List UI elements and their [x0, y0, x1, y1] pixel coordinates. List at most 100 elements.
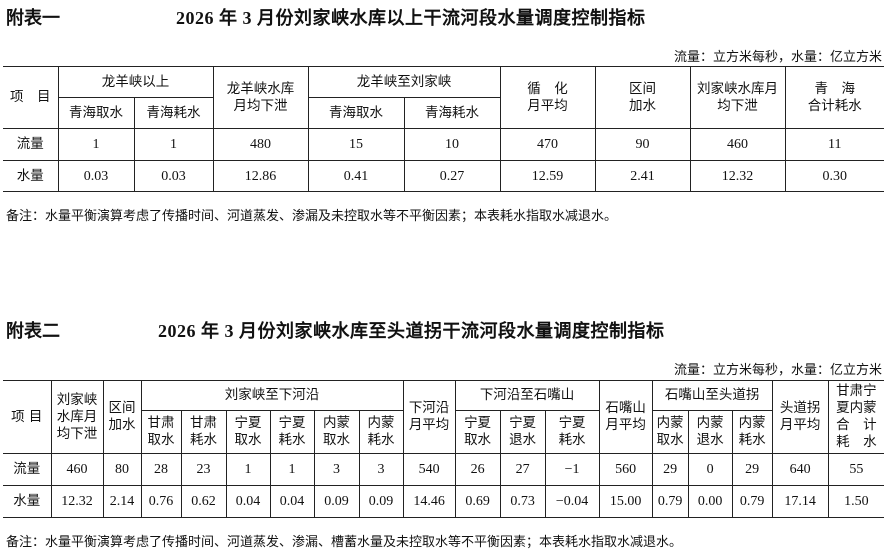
table-cell: 1	[133, 128, 214, 161]
sub-header: 甘肃 耗水	[180, 410, 227, 454]
table-cell: 28	[140, 453, 182, 486]
table-cell: 0.69	[454, 485, 501, 518]
sub-header: 宁夏 取水	[225, 410, 271, 454]
table-cell: 0.62	[180, 485, 227, 518]
table-cell: 480	[212, 128, 309, 161]
table-cell: 1	[57, 128, 135, 161]
group-header: 龙羊峡以上	[57, 66, 214, 98]
table-cell: −0.04	[544, 485, 600, 518]
group-header: 青 海 合计耗水	[784, 66, 884, 129]
table-cell: 11	[784, 128, 884, 161]
table2-note: 备注：水量平衡演算考虑了传播时间、河道蒸发、渗漏、槽蓄水量及未控取水等不平衡因素…	[6, 534, 683, 549]
table-cell: 0.03	[57, 160, 135, 192]
table-row: 流量 1 1 480 15 10 470 90 460 11	[3, 128, 884, 161]
table1-label: 附表一	[6, 8, 60, 28]
sub-header: 内蒙 取水	[313, 410, 360, 454]
table-cell: 560	[598, 453, 653, 486]
table-cell: 12.86	[212, 160, 309, 192]
table-cell: 0.03	[133, 160, 214, 192]
table1-note: 备注：水量平衡演算考虑了传播时间、河道蒸发、渗漏及未控取水等不平衡因素；本表耗水…	[6, 208, 618, 223]
row-label: 水量	[3, 485, 52, 518]
sub-header: 甘肃 取水	[141, 410, 182, 454]
table-cell: 0.76	[140, 485, 182, 518]
table-cell: 12.59	[499, 160, 596, 192]
group-header: 刘家峡至下河沿	[140, 380, 404, 411]
table-cell: 460	[689, 128, 786, 161]
table2: 项 目 刘家峡 水库月 均下泄 区间 加水 刘家峡至下河沿 下河沿 月平均 下河…	[3, 380, 885, 518]
table-row: 水量 0.03 0.03 12.86 0.41 0.27 12.59 2.41 12.32 0.3…	[3, 160, 884, 192]
table-cell: 0.04	[269, 485, 315, 518]
table-cell: 540	[402, 453, 456, 486]
table-cell: 1.50	[827, 485, 885, 518]
row-label: 流量	[3, 453, 52, 486]
table-cell: 14.46	[402, 485, 456, 518]
table-cell: 0.09	[358, 485, 404, 518]
table-cell: 55	[827, 453, 885, 486]
table-cell: 0	[687, 453, 733, 486]
table-row: 流量 460 80 28 23 1 1 3 3 540 26 27 −1 560 29 0 29 640 55	[3, 453, 885, 486]
table-cell: 0.00	[687, 485, 733, 518]
sub-header: 青海耗水	[133, 97, 214, 129]
table-cell: 0.41	[307, 160, 405, 192]
group-header: 循 化 月平均	[499, 66, 596, 129]
table-cell: 90	[594, 128, 691, 161]
sub-header: 内蒙 取水	[651, 410, 689, 454]
sub-header: 内蒙 耗水	[731, 410, 773, 454]
sub-header: 青海取水	[307, 97, 405, 129]
table-cell: 0.04	[225, 485, 271, 518]
group-header: 区间 加水	[594, 66, 691, 129]
table-cell: 0.79	[731, 485, 773, 518]
group-header: 刘家峡 水库月 均下泄	[50, 380, 104, 454]
table-cell: 460	[50, 453, 104, 486]
table-cell: 470	[499, 128, 596, 161]
sub-header: 宁夏 退水	[499, 410, 546, 454]
table-cell: 2.14	[102, 485, 142, 518]
table-cell: 0.79	[651, 485, 689, 518]
table-cell: 0.73	[499, 485, 546, 518]
group-header: 龙羊峡水库 月均下泄	[212, 66, 309, 129]
table-cell: 3	[358, 453, 404, 486]
table-cell: 12.32	[50, 485, 104, 518]
table-cell: 2.41	[594, 160, 691, 192]
group-header: 石嘴山 月平均	[598, 380, 653, 454]
table-cell: 12.32	[689, 160, 786, 192]
sub-header: 青海耗水	[403, 97, 500, 129]
table-cell: 17.14	[771, 485, 829, 518]
table-cell: 1	[225, 453, 271, 486]
sub-header: 内蒙 退水	[687, 410, 733, 454]
table-row: 水量 12.32 2.14 0.76 0.62 0.04 0.04 0.09 0.09 14.46…	[3, 485, 885, 518]
sub-header: 青海取水	[58, 97, 135, 129]
group-header: 区间 加水	[102, 380, 142, 454]
sub-header: 宁夏 耗水	[544, 410, 600, 454]
group-header: 下河沿 月平均	[402, 380, 456, 454]
table-cell: 80	[102, 453, 142, 486]
table1: 项 目 龙羊峡以上 龙羊峡水库 月均下泄 龙羊峡至刘家峡 循 化 月平均 区间 …	[3, 66, 884, 192]
table-cell: 29	[731, 453, 773, 486]
table2-label: 附表二	[6, 321, 60, 341]
row-label: 流量	[3, 128, 59, 161]
table2-title: 2026 年 3 月份刘家峡水库至头道拐干流河段水量调度控制指标	[158, 321, 665, 341]
group-header: 石嘴山至头道拐	[651, 380, 773, 411]
table1-title: 2026 年 3 月份刘家峡水库以上干流河段水量调度控制指标	[176, 8, 646, 28]
item-header: 项 目	[3, 380, 52, 454]
table-cell: 0.30	[784, 160, 884, 192]
group-header: 下河沿至石嘴山	[454, 380, 600, 411]
sub-header: 宁夏 取水	[454, 410, 501, 454]
table1-units: 流量：立方米每秒，水量：亿立方米	[673, 49, 882, 64]
table-cell: 0.09	[313, 485, 360, 518]
table-cell: −1	[544, 453, 600, 486]
group-header: 刘家峡水库月 均下泄	[689, 66, 786, 129]
group-header: 龙羊峡至刘家峡	[307, 66, 501, 98]
table-cell: 26	[454, 453, 501, 486]
table-cell: 27	[499, 453, 546, 486]
table-cell: 3	[313, 453, 360, 486]
table2-units: 流量：立方米每秒，水量：亿立方米	[673, 362, 882, 377]
sub-header: 内蒙 耗水	[358, 410, 404, 454]
group-header: 头道拐 月平均	[771, 380, 829, 454]
sub-header: 宁夏 耗水	[269, 410, 315, 454]
group-header: 甘肃宁 夏内蒙 合 计 耗 水	[827, 380, 885, 454]
table-cell: 15.00	[598, 485, 653, 518]
table-cell: 10	[403, 128, 501, 161]
table-cell: 640	[771, 453, 829, 486]
row-label: 水量	[3, 160, 59, 192]
